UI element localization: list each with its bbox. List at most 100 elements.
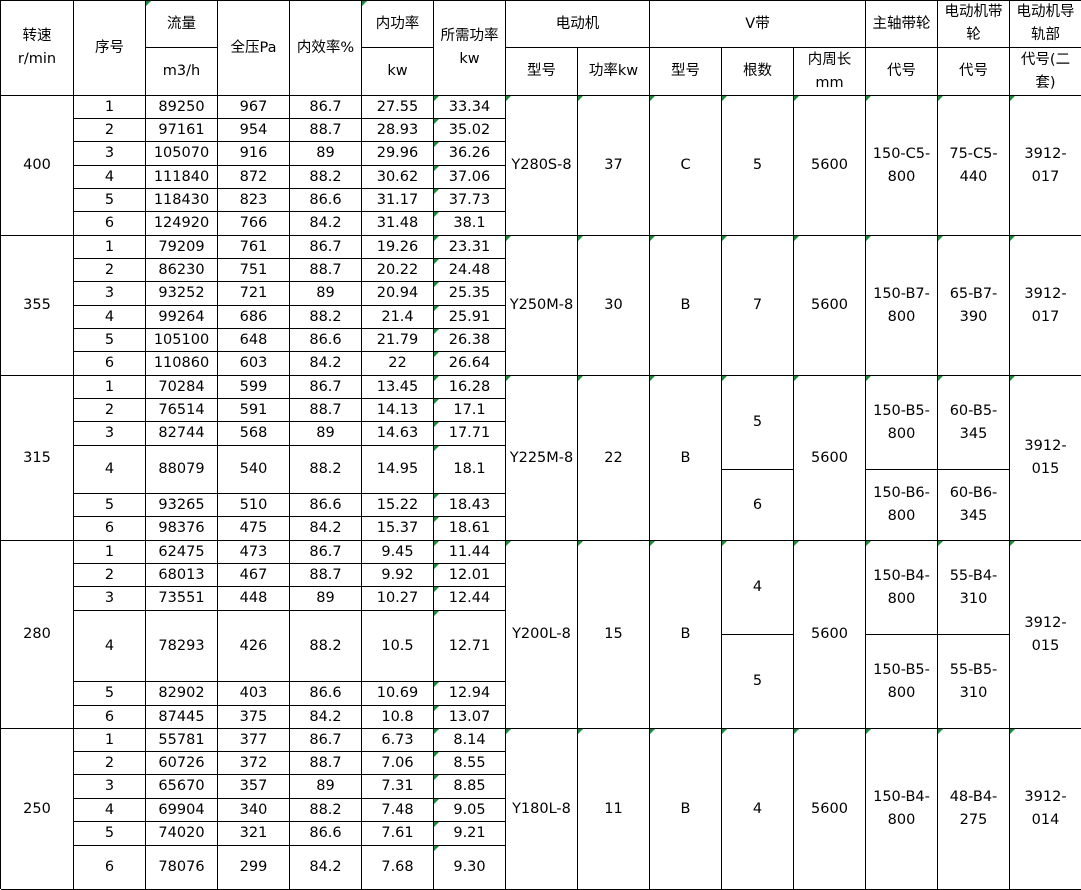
pressure-cell-text: 603	[239, 355, 268, 371]
pressure-cell: 686	[218, 306, 290, 329]
motor-model-cell-text: Y250M-8	[509, 297, 574, 313]
efficiency-cell: 88.2	[290, 799, 362, 822]
inner-power-cell: 31.17	[362, 189, 434, 212]
header-flow-text: 流量	[167, 15, 196, 32]
pressure-cell: 967	[218, 96, 290, 119]
required-power-cell: 12.44	[434, 587, 506, 611]
pressure-cell-text: 321	[239, 825, 268, 841]
seq-cell: 5	[74, 682, 146, 706]
required-power-cell: 18.1	[434, 446, 506, 494]
flow-cell: 60726	[146, 752, 218, 775]
efficiency-cell-text: 89	[316, 285, 335, 301]
efficiency-cell-text: 86.6	[309, 191, 342, 208]
seq-cell-text: 2	[104, 261, 115, 278]
seq-cell-text: 5	[104, 825, 115, 841]
flow-cell-text: 76514	[158, 401, 205, 418]
inner-power-cell-text: 14.13	[376, 401, 419, 418]
motor-model-cell: Y280S-8	[506, 96, 578, 236]
header-flow-unit-text: m3/h	[162, 63, 201, 79]
header-rail-code-text: 代号(二套)	[1020, 51, 1071, 91]
inner-power-cell-text: 7.06	[381, 754, 414, 771]
pressure-cell: 568	[218, 422, 290, 446]
required-power-cell: 12.71	[434, 611, 506, 682]
belt-count-cell: 5	[722, 96, 794, 236]
pressure-cell: 510	[218, 494, 290, 517]
belt-count-cell: 7	[722, 236, 794, 376]
motor-model-cell: Y250M-8	[506, 236, 578, 376]
required-power-cell-text: 12.01	[448, 566, 491, 583]
inner-power-cell-text: 7.61	[381, 825, 414, 841]
seq-cell: 5	[74, 329, 146, 352]
efficiency-cell-text: 88.2	[309, 461, 342, 477]
belt-length-cell: 5600	[794, 96, 866, 236]
required-power-cell: 37.73	[434, 189, 506, 212]
flow-cell: 68013	[146, 564, 218, 587]
seq-cell-text: 4	[104, 308, 115, 325]
seq-cell-text: 3	[104, 425, 115, 441]
efficiency-cell-text: 88.7	[309, 754, 342, 771]
motor-pulley-cell: 65-B7-390	[938, 236, 1010, 376]
header-vbelt-type-text: 型号	[671, 63, 700, 79]
efficiency-cell-text: 84.2	[309, 859, 342, 875]
motor-power-cell-text: 22	[604, 449, 623, 466]
seq-cell-text: 3	[104, 145, 115, 161]
inner-power-cell-text: 29.96	[376, 145, 419, 161]
belt-count-cell-text: 4	[752, 579, 763, 595]
required-power-cell: 12.94	[434, 682, 506, 706]
header-rail-text: 电动机导轨部	[1016, 4, 1075, 43]
belt-type-cell: B	[650, 236, 722, 376]
seq-cell: 5	[74, 189, 146, 212]
inner-power-cell: 30.62	[362, 166, 434, 189]
required-power-cell: 36.26	[434, 142, 506, 166]
flow-cell-text: 99264	[158, 308, 205, 325]
rail-code-cell: 3912-017	[1010, 236, 1081, 376]
inner-power-cell-text: 10.27	[376, 590, 419, 606]
header-motor-pulley-code-text: 代号	[959, 63, 988, 79]
seq-cell-text: 5	[104, 191, 115, 208]
pressure-cell-text: 540	[239, 461, 268, 477]
inner-power-cell-text: 19.26	[376, 238, 419, 255]
required-power-cell: 33.34	[434, 96, 506, 119]
seq-cell-text: 4	[104, 801, 115, 818]
flow-cell-text: 93252	[158, 285, 205, 301]
required-power-cell-text: 37.06	[448, 168, 491, 185]
seq-cell: 2	[74, 564, 146, 587]
efficiency-cell-text: 89	[316, 590, 335, 606]
header-main-pulley-code-text: 代号	[887, 63, 916, 79]
inner-power-cell-text: 20.94	[376, 285, 419, 301]
inner-power-cell-text: 7.48	[381, 801, 414, 818]
required-power-cell-text: 9.05	[453, 801, 486, 818]
header-vbelt-length-text: mm	[815, 74, 844, 91]
pressure-cell: 603	[218, 352, 290, 376]
seq-cell: 2	[74, 399, 146, 422]
required-power-cell: 12.01	[434, 564, 506, 587]
flow-cell-text: 70284	[158, 378, 205, 395]
seq-cell-text: 2	[104, 401, 115, 418]
efficiency-cell: 88.2	[290, 611, 362, 682]
speed-cell: 400	[1, 96, 74, 236]
belt-count-cell-text: 4	[752, 800, 763, 817]
speed-cell-text: 315	[23, 449, 51, 466]
flow-cell: 93252	[146, 282, 218, 306]
belt-type-cell: B	[650, 541, 722, 729]
header-inner-power: 内功率	[362, 1, 434, 48]
pressure-cell-text: 568	[239, 425, 268, 441]
efficiency-cell-text: 86.7	[309, 98, 342, 115]
header-main-pulley-text: 主轴带轮	[872, 15, 931, 32]
motor-power-cell: 11	[578, 729, 650, 890]
seq-cell-text: 5	[104, 331, 115, 348]
flow-cell-text: 82902	[158, 685, 205, 701]
flow-cell: 118430	[146, 189, 218, 212]
flow-cell: 74020	[146, 822, 218, 846]
belt-count-cell: 6	[722, 470, 794, 541]
required-power-cell-text: 25.91	[448, 308, 491, 325]
efficiency-cell: 88.2	[290, 306, 362, 329]
speed-cell: 315	[1, 376, 74, 541]
required-power-cell-text: 9.21	[453, 825, 486, 841]
rail-code-cell-text: 3912-017	[1024, 145, 1067, 185]
inner-power-cell-text: 28.93	[376, 121, 419, 138]
inner-power-cell: 15.37	[362, 517, 434, 541]
seq-cell: 3	[74, 142, 146, 166]
pressure-cell: 340	[218, 799, 290, 822]
header-inner-power-unit: kw	[362, 48, 434, 96]
